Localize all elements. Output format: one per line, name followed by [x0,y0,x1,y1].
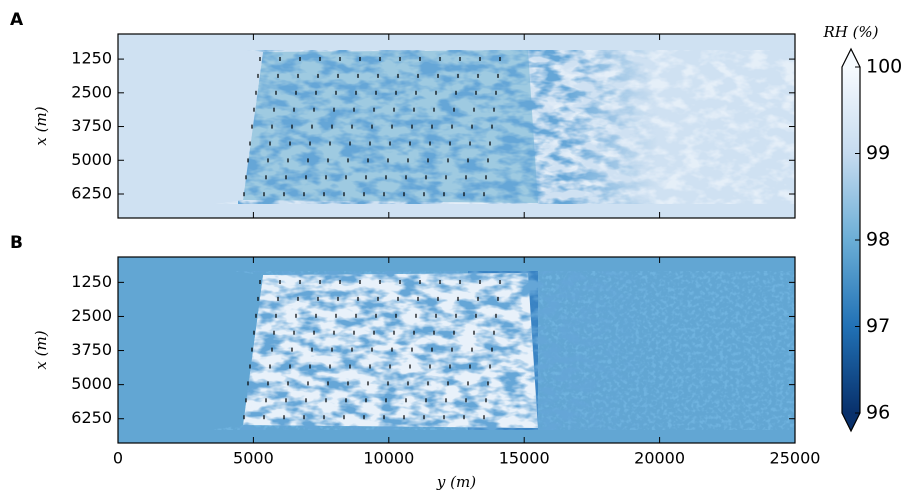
y-tick-label: 3750 [71,116,112,135]
y-tick-label: 1250 [71,272,112,291]
field [118,34,795,218]
y-tick-label: 6250 [71,183,112,202]
y-tick-label: 5000 [71,374,112,393]
y-tick-label: 1250 [71,49,112,68]
y-tick-label: 6250 [71,408,112,427]
wake [238,257,658,443]
wake-cover [118,34,263,218]
y-axis-label: x (m) [32,330,50,369]
colorbar-tick-label: 97 [866,315,890,337]
wake-noise [238,34,658,218]
panel-label: A [10,10,24,30]
edge-cover [118,204,795,218]
plot-frame [117,256,796,444]
field [118,257,795,443]
panel-label: B [10,233,23,253]
plot-frame [117,33,796,219]
x-tick-label: 5000 [233,449,274,468]
colorbar-tick-label: 98 [866,229,890,251]
wake-noise [238,257,658,443]
y-tick-label: 3750 [71,340,112,359]
edge-cover [118,34,795,50]
colorbar-extend-top [842,49,860,67]
y-axis-label: x (m) [32,106,50,145]
colorbar-extend-bottom [842,413,860,431]
colorbar-tick-label: 100 [866,56,902,78]
x-axis-label: y (m) [436,473,476,491]
y-tick-label: 2500 [71,82,112,101]
edge-cover [118,257,795,271]
x-tick-label: 0 [113,449,123,468]
x-tick-label: 10000 [363,449,414,468]
x-tick-label: 25000 [770,449,821,468]
y-tick-label: 5000 [71,150,112,169]
edge-cover [118,430,795,443]
y-tick-label: 2500 [71,306,112,325]
wake-cover [118,257,263,443]
wake [238,34,658,218]
colorbar-tick-label: 96 [866,402,890,424]
x-tick-label: 20000 [634,449,685,468]
colorbar-tick-label: 99 [866,142,890,164]
x-tick-label: 15000 [499,449,550,468]
colorbar-label: RH (%) [822,23,878,41]
